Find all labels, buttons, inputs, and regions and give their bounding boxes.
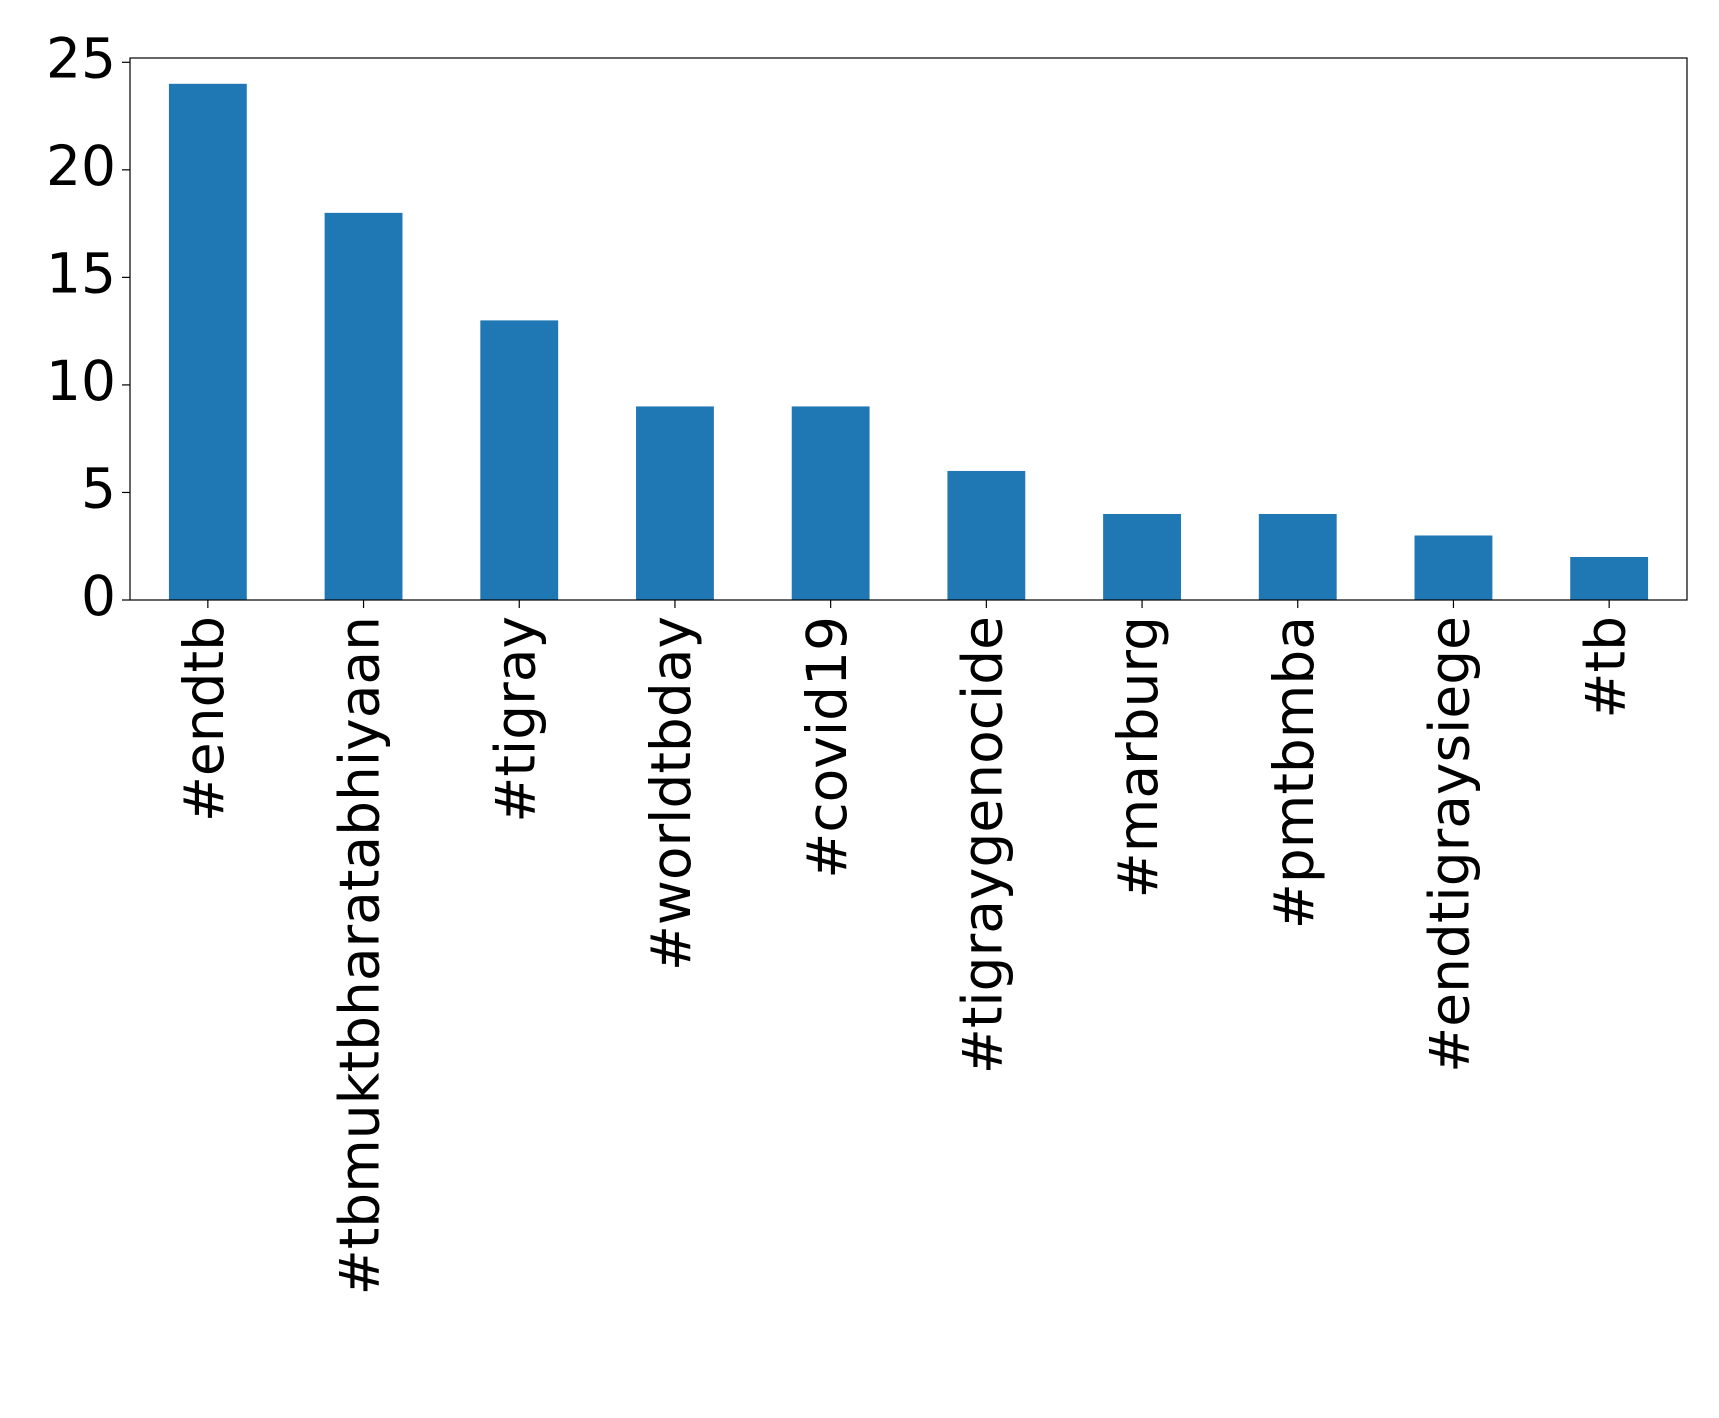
- x-tick-label: #marburg: [1106, 616, 1170, 898]
- x-tick-label: #tigray: [483, 616, 547, 823]
- bar: [1258, 513, 1337, 600]
- x-tick-label: #covid19: [795, 616, 859, 879]
- plot-frame: [129, 57, 1688, 601]
- bar: [1103, 513, 1181, 600]
- y-tick-label: 15: [46, 242, 116, 306]
- x-tick-label: #endtigraysiege: [1418, 616, 1482, 1073]
- bar: [1414, 535, 1493, 600]
- bar: [1570, 556, 1649, 600]
- x-tick-label: #pmtbmba: [1262, 616, 1326, 929]
- x-tick-label: #worldtbday: [639, 616, 703, 971]
- bar: [480, 320, 559, 600]
- bar: [324, 212, 403, 600]
- y-tick-label: 10: [46, 349, 116, 413]
- bar: [636, 406, 714, 600]
- x-tick-label: #endtb: [172, 616, 236, 822]
- x-tick-label: #tigraygenocide: [950, 616, 1014, 1074]
- y-tick-label: 5: [81, 457, 116, 521]
- y-tick-label: 20: [46, 134, 116, 198]
- x-tick-label: #tb: [1573, 616, 1637, 719]
- y-tick-label: 25: [46, 26, 116, 90]
- bar: [947, 470, 1026, 600]
- bar: [791, 406, 870, 600]
- y-tick-label: 0: [81, 564, 116, 628]
- x-tick-label: #tbmuktbharatabhiyaan: [328, 616, 392, 1295]
- bar: [168, 83, 247, 601]
